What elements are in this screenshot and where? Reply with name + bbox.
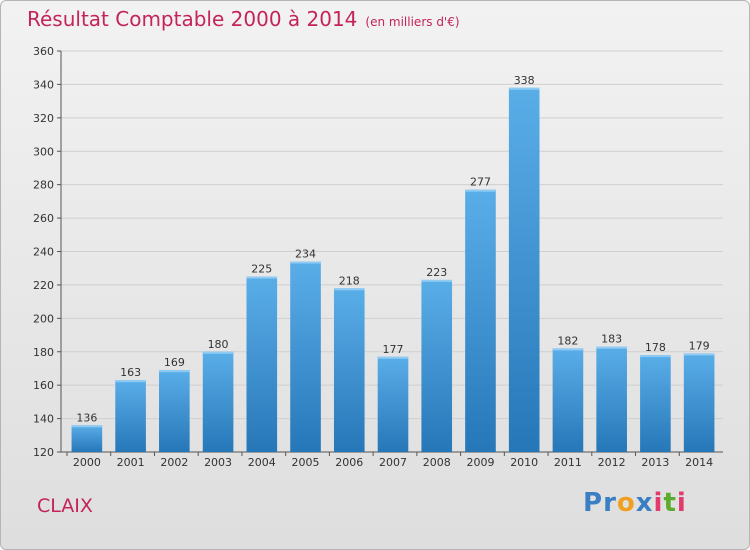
x-tick-label: 2014 [685, 456, 713, 469]
x-tick-label: 2006 [335, 456, 363, 469]
bar-value-label: 277 [470, 176, 491, 189]
y-tick-label: 340 [33, 78, 54, 91]
bar-highlight [640, 355, 671, 358]
bar [596, 346, 627, 452]
logo-letter: t [663, 488, 677, 518]
logo-letter: P [583, 488, 604, 518]
bar-highlight [596, 346, 627, 349]
bar [508, 87, 540, 452]
bar-value-label: 338 [514, 74, 535, 87]
bar [246, 276, 278, 452]
y-tick-label: 120 [33, 446, 54, 459]
y-tick-label: 360 [33, 45, 54, 58]
x-tick-label: 2013 [641, 456, 669, 469]
x-tick-label: 2011 [554, 456, 582, 469]
bar-highlight [159, 370, 190, 373]
bar-highlight [552, 348, 584, 351]
chart-title: Résultat Comptable 2000 à 2014 (en millie… [27, 7, 460, 31]
bar-value-label: 183 [601, 333, 622, 346]
bar-value-label: 177 [383, 343, 404, 356]
bar [115, 380, 146, 452]
bar-highlight [333, 288, 365, 291]
logo-letter: i [676, 488, 687, 518]
y-tick-label: 200 [33, 312, 54, 325]
bar [421, 279, 453, 452]
y-tick-label: 220 [33, 279, 54, 292]
bar-highlight [508, 87, 540, 90]
bar-highlight [377, 356, 409, 359]
bar-value-label: 163 [120, 366, 141, 379]
y-tick-label: 280 [33, 179, 54, 192]
y-tick-label: 180 [33, 346, 54, 359]
chart-subtitle: (en milliers d'€) [365, 15, 460, 29]
bar [71, 425, 103, 452]
x-tick-label: 2008 [423, 456, 451, 469]
y-tick-label: 160 [33, 379, 54, 392]
bar-highlight [115, 380, 146, 383]
bar [465, 189, 496, 452]
y-tick-label: 260 [33, 212, 54, 225]
x-tick-label: 2004 [248, 456, 276, 469]
logo-letter: r [603, 488, 617, 518]
bar-value-label: 223 [426, 266, 447, 279]
commune-name: CLAIX [37, 495, 93, 517]
bar-highlight [246, 276, 278, 279]
bar-highlight [465, 189, 496, 192]
bar-highlight [202, 351, 234, 354]
bar [333, 288, 365, 452]
bar-value-label: 180 [208, 338, 229, 351]
logo-letter: o [616, 488, 636, 518]
bar-value-label: 218 [339, 274, 360, 287]
bar [640, 355, 671, 452]
x-tick-label: 2012 [598, 456, 626, 469]
x-tick-label: 2003 [204, 456, 232, 469]
bar [159, 370, 190, 452]
chart-title-text: Résultat Comptable 2000 à 2014 [27, 7, 358, 31]
bar-value-label: 182 [557, 334, 578, 347]
y-tick-label: 140 [33, 413, 54, 426]
bar-highlight [71, 425, 103, 428]
bar-value-label: 179 [689, 339, 710, 352]
bar [683, 353, 715, 452]
bar [202, 351, 234, 452]
bar [377, 356, 409, 452]
bar-value-label: 234 [295, 248, 316, 261]
bar-highlight [290, 261, 321, 264]
bar-value-label: 169 [164, 356, 185, 369]
logo-letter: x [635, 488, 654, 518]
y-tick-label: 300 [33, 145, 54, 158]
x-tick-label: 2009 [466, 456, 494, 469]
bar-highlight [421, 279, 453, 282]
bar-highlight [683, 353, 715, 356]
x-tick-label: 2007 [379, 456, 407, 469]
x-tick-label: 2001 [117, 456, 145, 469]
logo-letter: i [653, 488, 664, 518]
bar-value-label: 178 [645, 341, 666, 354]
bar [290, 261, 321, 452]
x-tick-label: 2002 [160, 456, 188, 469]
proxiti-logo: Proxiti [583, 488, 687, 518]
bar [552, 348, 584, 452]
y-tick-label: 240 [33, 246, 54, 259]
x-tick-label: 2010 [510, 456, 538, 469]
x-tick-label: 2000 [73, 456, 101, 469]
bar-value-label: 225 [251, 263, 272, 276]
x-tick-label: 2005 [292, 456, 320, 469]
bar-value-label: 136 [76, 411, 97, 424]
y-tick-label: 320 [33, 112, 54, 125]
